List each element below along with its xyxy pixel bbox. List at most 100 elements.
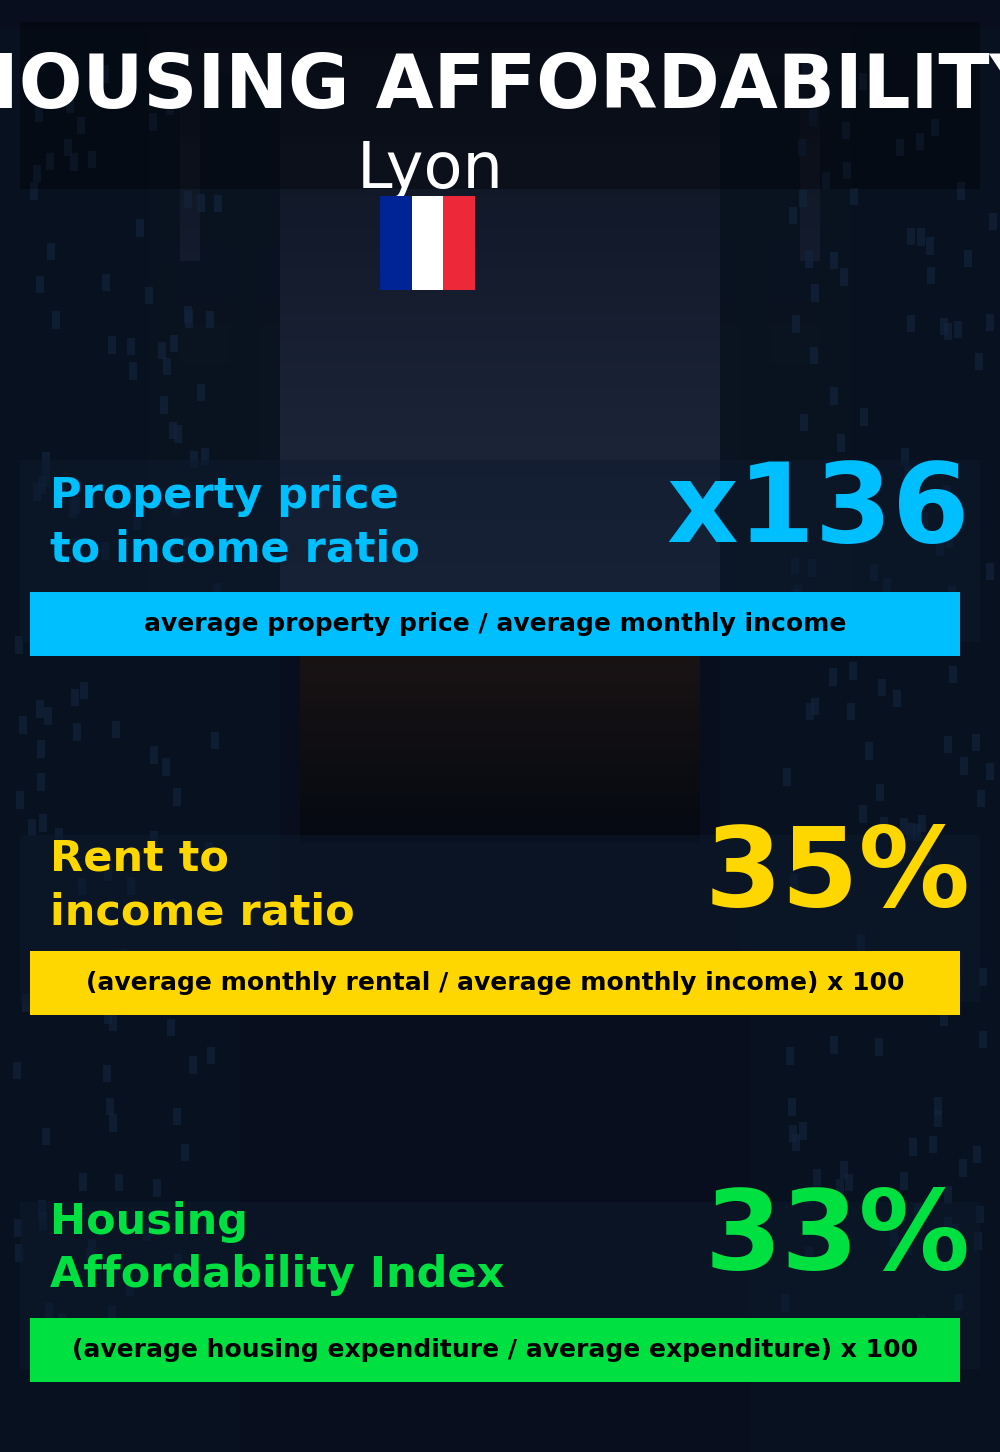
Bar — [58, 1313, 66, 1330]
Bar — [71, 688, 79, 706]
Bar — [35, 105, 43, 122]
Bar — [880, 817, 888, 835]
Bar — [101, 65, 109, 83]
Bar — [829, 881, 837, 899]
Bar — [810, 347, 818, 364]
Bar — [106, 1098, 114, 1115]
Bar — [189, 1056, 197, 1073]
Bar — [934, 1098, 942, 1115]
Bar — [58, 486, 66, 504]
Bar — [798, 139, 806, 157]
Bar — [964, 250, 972, 267]
Bar — [948, 587, 956, 604]
Bar — [104, 1006, 112, 1024]
Bar — [380, 196, 412, 290]
Text: Property price
to income ratio: Property price to income ratio — [50, 475, 420, 571]
Bar — [740, 73, 800, 1016]
Bar — [959, 1159, 967, 1176]
Bar — [102, 1334, 110, 1352]
Bar — [39, 815, 47, 832]
Bar — [830, 1037, 838, 1054]
Bar — [850, 187, 858, 205]
Bar — [842, 122, 850, 139]
Bar — [811, 697, 819, 714]
Bar — [813, 1169, 821, 1186]
Bar — [878, 680, 886, 697]
Bar — [875, 1038, 883, 1056]
Bar — [150, 746, 158, 764]
Bar — [156, 603, 164, 620]
Bar — [88, 151, 96, 168]
Bar — [190, 450, 198, 468]
Bar — [936, 539, 944, 556]
Bar — [977, 790, 985, 807]
Text: Rent to
income ratio: Rent to income ratio — [50, 838, 355, 934]
Bar — [840, 269, 848, 286]
Bar — [112, 720, 120, 738]
Bar — [923, 848, 931, 865]
Bar — [940, 318, 948, 335]
Bar — [799, 1122, 807, 1140]
Bar — [904, 466, 912, 484]
Bar — [230, 73, 280, 1016]
Bar — [20, 22, 980, 189]
Bar — [160, 396, 168, 414]
Bar — [907, 315, 915, 333]
Bar — [200, 73, 260, 871]
Bar — [860, 408, 868, 425]
Bar — [802, 57, 810, 74]
Bar — [788, 1098, 796, 1115]
Bar — [907, 228, 915, 245]
Text: x136: x136 — [666, 457, 970, 565]
Bar — [900, 1172, 908, 1189]
Bar — [913, 986, 921, 1003]
Bar — [64, 139, 72, 157]
Bar — [38, 1201, 46, 1218]
Bar — [169, 899, 177, 916]
Bar — [32, 594, 40, 611]
Bar — [806, 703, 814, 720]
Bar — [804, 1334, 812, 1352]
Bar — [800, 261, 880, 1452]
Bar — [214, 195, 222, 212]
Bar — [143, 639, 151, 656]
Bar — [44, 707, 52, 725]
Bar — [42, 452, 50, 469]
Bar — [918, 815, 926, 832]
Bar — [86, 1247, 94, 1265]
Bar — [119, 950, 127, 967]
Bar — [822, 171, 830, 189]
Bar — [51, 957, 59, 974]
Bar — [953, 976, 961, 993]
Bar — [104, 864, 112, 881]
Bar — [830, 388, 838, 405]
Bar — [973, 1146, 981, 1163]
Bar — [103, 1064, 111, 1082]
Bar — [443, 196, 475, 290]
Bar — [37, 741, 45, 758]
Bar — [917, 228, 925, 245]
Bar — [944, 1217, 952, 1234]
Text: HOUSING AFFORDABILITY: HOUSING AFFORDABILITY — [0, 51, 1000, 123]
Bar — [920, 513, 928, 530]
Bar — [134, 1331, 142, 1349]
Bar — [201, 447, 209, 465]
Bar — [42, 469, 50, 486]
Bar — [52, 1352, 60, 1369]
Bar — [175, 494, 183, 511]
Bar — [79, 1173, 87, 1191]
Bar — [170, 363, 240, 1452]
Bar — [166, 97, 174, 115]
Bar — [954, 321, 962, 338]
Bar — [170, 335, 178, 353]
Bar — [876, 784, 884, 802]
Bar — [975, 353, 983, 370]
Bar — [951, 1224, 959, 1241]
Bar — [15, 1244, 23, 1262]
Bar — [14, 1220, 22, 1237]
Bar — [150, 831, 158, 848]
Bar — [943, 485, 951, 502]
Bar — [153, 1179, 161, 1196]
Bar — [127, 337, 135, 354]
Bar — [914, 1202, 922, 1220]
